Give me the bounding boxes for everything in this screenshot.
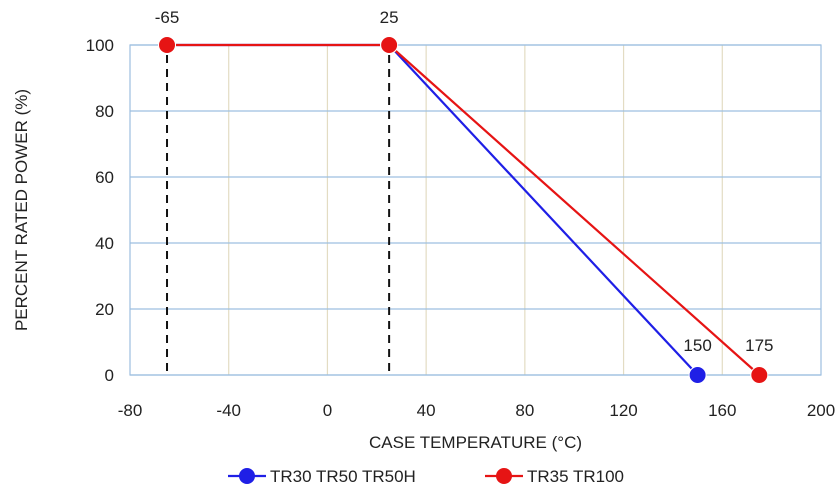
- y-tick-label: 80: [95, 102, 114, 121]
- x-axis-title: CASE TEMPERATURE (°C): [369, 433, 582, 452]
- y-axis-title: PERCENT RATED POWER (%): [12, 89, 31, 331]
- data-label: -65: [155, 8, 180, 27]
- data-point-series-2: [380, 36, 399, 54]
- x-tick-label: 80: [515, 401, 534, 420]
- x-tick-label: -80: [118, 401, 143, 420]
- legend-marker-1: [239, 468, 255, 484]
- data-label: 175: [745, 336, 773, 355]
- x-tick-label: 200: [807, 401, 835, 420]
- legend: TR30 TR50 TR50H TR35 TR100: [228, 467, 624, 486]
- data-point-series-1: [688, 366, 707, 384]
- data-label: 150: [683, 336, 711, 355]
- x-tick-label: 160: [708, 401, 736, 420]
- legend-marker-2: [496, 468, 512, 484]
- x-tick-label: 120: [609, 401, 637, 420]
- y-tick-label: 40: [95, 234, 114, 253]
- grid: [130, 44, 821, 376]
- data-point-series-2: [750, 366, 769, 384]
- y-tick-label: 60: [95, 168, 114, 187]
- x-tick-label: 40: [417, 401, 436, 420]
- axes: -80 -40 0 40 80 120 160 200 0 20 40 60 80 100: [86, 36, 836, 420]
- series-line-2: [167, 43, 761, 376]
- legend-label-1: TR30 TR50 TR50H: [270, 467, 416, 486]
- y-tick-label: 100: [86, 36, 114, 55]
- x-tick-label: -40: [216, 401, 241, 420]
- data-point-series-2: [158, 36, 177, 54]
- series: [158, 36, 769, 384]
- x-tick-label: 0: [323, 401, 332, 420]
- data-label: 25: [380, 8, 399, 27]
- y-tick-label: 0: [105, 366, 114, 385]
- annotations: -65 25 150 175: [155, 8, 774, 355]
- series-line-1: [167, 43, 699, 376]
- reference-lines: [166, 55, 391, 373]
- y-tick-label: 20: [95, 300, 114, 319]
- plot-border: [129, 44, 822, 376]
- legend-label-2: TR35 TR100: [527, 467, 624, 486]
